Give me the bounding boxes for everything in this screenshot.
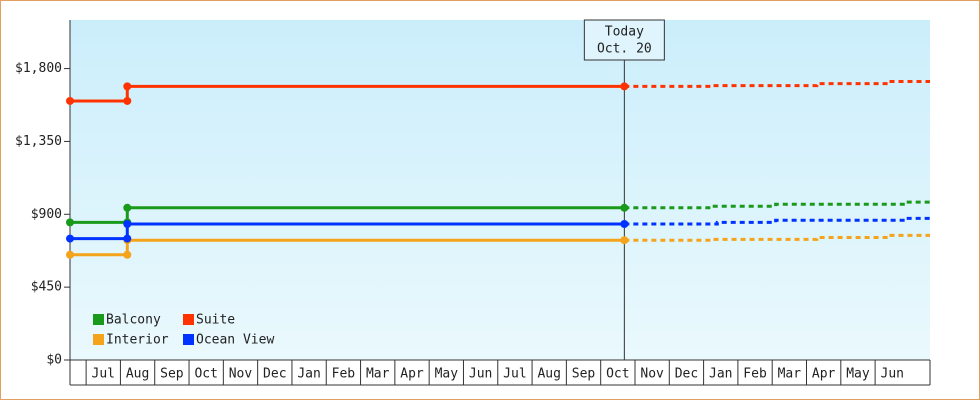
x-tick-label: May	[435, 367, 459, 382]
x-tick-label: Jan	[297, 367, 320, 382]
point	[123, 203, 132, 212]
legend-label: Balcony	[106, 313, 161, 328]
x-tick-label: Jun	[881, 367, 904, 382]
x-tick-label: Aug	[537, 367, 560, 382]
x-tick-label: Dec	[675, 367, 698, 382]
legend-swatch	[183, 314, 194, 325]
point	[123, 82, 132, 91]
x-tick-label: Dec	[263, 367, 286, 382]
point	[123, 234, 132, 243]
forecast-line	[624, 200, 930, 210]
forecast-line	[624, 216, 930, 226]
x-tick-label: Sep	[572, 367, 596, 382]
x-tick-label: Oct	[606, 367, 629, 382]
series-line	[70, 222, 625, 241]
point	[620, 236, 629, 245]
x-tick-label: Apr	[812, 367, 836, 382]
y-tick-label: $900	[31, 207, 62, 222]
y-tick-label: $1,800	[15, 61, 62, 76]
today-box	[583, 19, 665, 61]
x-tick-label: Apr	[400, 367, 424, 382]
legend-swatch	[183, 334, 194, 345]
point	[66, 234, 74, 243]
x-tick-label: Jul	[92, 367, 115, 382]
point	[66, 218, 74, 227]
series-line	[70, 84, 625, 103]
today-label: Oct. 20	[597, 42, 652, 57]
plot-area	[70, 20, 930, 360]
y-tick-label: $0	[46, 353, 62, 368]
point	[123, 220, 132, 228]
x-tick-label: Jan	[709, 367, 732, 382]
x-tick-label: Nov	[229, 367, 253, 382]
point	[620, 203, 629, 212]
x-tick-label: Aug	[126, 367, 149, 382]
x-tick-label: May	[846, 367, 870, 382]
point	[66, 96, 74, 105]
point	[123, 250, 132, 259]
legend-swatch	[93, 314, 104, 325]
x-tick-label: Feb	[743, 367, 767, 382]
x-tick-label: Oct	[194, 367, 217, 382]
x-tick-label: Jul	[503, 367, 526, 382]
forecast-line	[624, 233, 930, 242]
legend-swatch	[93, 334, 104, 345]
x-tick-label: Sep	[160, 367, 184, 382]
point	[66, 250, 74, 259]
legend-label: Suite	[196, 313, 235, 328]
point	[123, 96, 132, 105]
today-label: Today	[605, 25, 644, 40]
x-tick-label: Jun	[469, 367, 492, 382]
x-tick-label: Mar	[778, 367, 802, 382]
forecast-line	[624, 80, 930, 88]
x-tick-label: Feb	[332, 367, 356, 382]
point	[620, 220, 629, 228]
legend-label: Interior	[106, 333, 169, 348]
x-tick-label: Nov	[640, 367, 664, 382]
legend-label: Ocean View	[196, 333, 274, 348]
point	[620, 82, 629, 91]
series-line	[70, 238, 625, 257]
y-tick-label: $1,350	[15, 134, 62, 149]
x-tick-label: Mar	[366, 367, 390, 382]
series-line	[70, 206, 625, 224]
y-tick-label: $450	[31, 280, 62, 295]
